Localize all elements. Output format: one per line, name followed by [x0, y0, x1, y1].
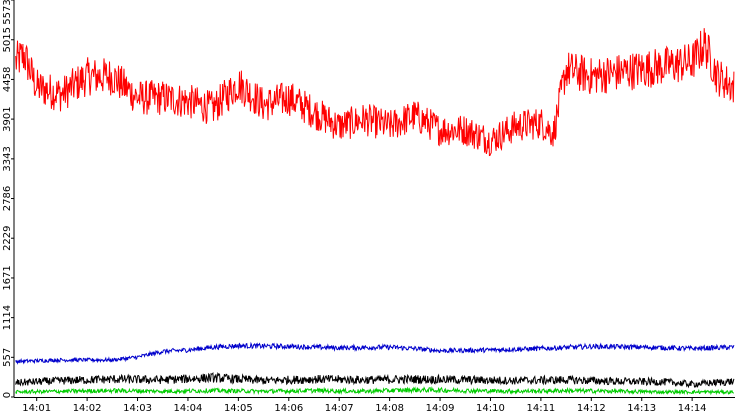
x-tick-label: 14:03	[123, 403, 152, 414]
x-tick-label: 14:04	[174, 403, 203, 414]
y-tick-label: 557	[2, 348, 13, 367]
x-tick-label: 14:08	[375, 403, 404, 414]
y-tick-label: 1114	[2, 305, 13, 330]
x-tick-label: 14:05	[224, 403, 253, 414]
x-tick-label: 14:13	[627, 403, 656, 414]
series-line-3	[15, 371, 735, 389]
x-tick-label: 14:10	[476, 403, 505, 414]
y-tick-label: 5015	[2, 27, 13, 52]
y-tick-label: 3343	[2, 146, 13, 171]
y-tick-label: 3901	[2, 106, 13, 131]
series-layer	[15, 28, 735, 396]
x-tick-label: 14:02	[73, 403, 102, 414]
series-line-4	[15, 386, 734, 396]
x-tick-label: 14:06	[274, 403, 303, 414]
x-tick-layer: 14:01 14:02 14:03 14:04 14:05 14:06 14:07 14:08…	[22, 397, 707, 414]
y-tick-label: 2229	[2, 225, 13, 250]
x-tick-label: 14:09	[426, 403, 455, 414]
series-line-1	[15, 28, 735, 157]
y-tick-label: 1671	[2, 265, 13, 290]
y-tick-label: 2786	[2, 186, 13, 211]
x-tick-label: 14:11	[526, 403, 555, 414]
y-tick-label: 5573	[2, 0, 13, 25]
x-tick-label: 14:14	[678, 403, 707, 414]
y-tick-layer: 0 557 1114 1671 2229 2786 3343 3901 4458 5015 5573	[2, 0, 14, 398]
x-tick-label: 14:01	[22, 403, 51, 414]
series-line-2	[15, 341, 735, 365]
y-tick-label: 0	[2, 392, 13, 398]
x-tick-label: 14:07	[325, 403, 354, 414]
y-tick-label: 4458	[2, 67, 13, 92]
x-tick-label: 14:12	[577, 403, 606, 414]
